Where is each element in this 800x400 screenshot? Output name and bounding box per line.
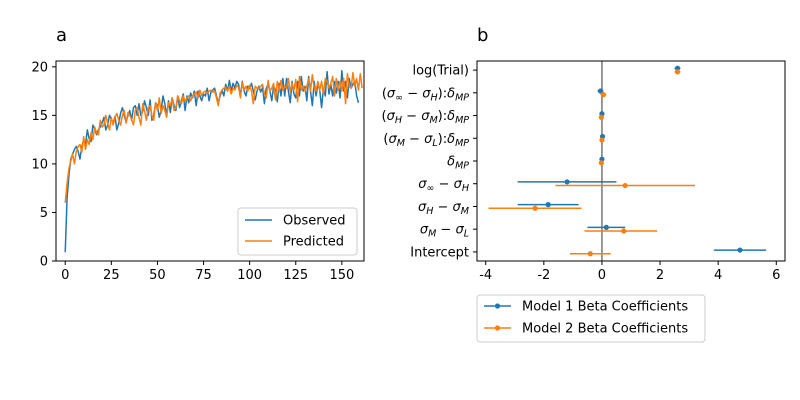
coefficient-point [603,224,609,230]
y-tick-label: δMP [447,155,469,172]
y-tick-label: (σ∞ − σH):δMP [382,86,469,103]
panel-b-label: b [477,25,488,46]
legend-label: Model 1 Beta Coefficients [522,300,688,315]
y-tick-label: Intercept [410,245,469,260]
coefficient-point [599,137,605,143]
series-model-2-beta-coefficients [488,69,695,257]
plot-a-frame [55,60,365,262]
x-tick-label: -2 [537,268,550,283]
coefficient-point [737,247,743,253]
coefficient-point [621,228,627,234]
x-tick-label: 100 [237,268,262,283]
coefficient-point [674,65,681,71]
legend-b: Model 1 Beta Coefficients Model 2 Beta Co… [476,294,706,343]
coefficient-point [600,92,606,98]
legend-marker [494,325,501,331]
coefficient-point [598,114,604,120]
x-tick-label: -4 [479,268,492,283]
y-tick-label: σH − σM [418,200,469,217]
legend-label: Observed [283,214,346,229]
x-tick-label: 25 [103,268,120,283]
coefficient-point [587,251,593,257]
y-tick-label: 5 [40,206,48,221]
coefficient-point [598,160,604,166]
y-tick-label: (σM − σL):δMP [383,132,469,149]
y-tick-label: 20 [31,60,48,75]
x-tick-label: 6 [772,268,780,283]
x-tick-label: 125 [283,268,308,283]
legend-b-box [476,294,706,343]
plot-a: 0 25 50 75 100 125 150 0 5 10 15 20 Observed Predicte… [31,60,365,283]
y-tick-label: σM − σL [420,223,469,240]
series-model-1-beta-coefficients [517,65,767,253]
y-tick-label: (σH − σM):δMP [382,109,470,126]
series-line-predicted [64,71,363,203]
legend-label: Predicted [283,235,344,250]
coefficient-point [545,202,551,208]
x-tick-label: 75 [195,268,212,283]
y-tick-label: 10 [31,157,48,172]
y-tick-label: 0 [40,255,48,270]
coefficient-point [674,69,681,75]
coefficient-point [597,88,604,94]
y-tick-label: σ∞ − σH [418,177,469,194]
coefficient-point [564,179,570,185]
x-tick-label: 4 [714,268,722,283]
x-tick-label: 150 [329,268,354,283]
coefficient-point [532,205,538,211]
legend-a: Observed Predicted [237,207,358,256]
plot-b: -4 -2 0 2 4 6 log(Trial) (σ∞ − σH):δMP (σH − σM)… [382,60,786,343]
y-tick-label: 15 [31,109,48,124]
x-tick-label: 50 [149,268,166,283]
x-tick-label: 2 [656,268,664,283]
x-tick-label: 0 [61,268,69,283]
y-tick-label: log(Trial) [412,64,469,79]
panel-a-label: a [56,25,67,46]
x-tick-label: 0 [598,268,606,283]
legend-label: Model 2 Beta Coefficients [522,322,688,337]
coefficient-point [622,182,628,189]
legend-marker [494,303,501,309]
